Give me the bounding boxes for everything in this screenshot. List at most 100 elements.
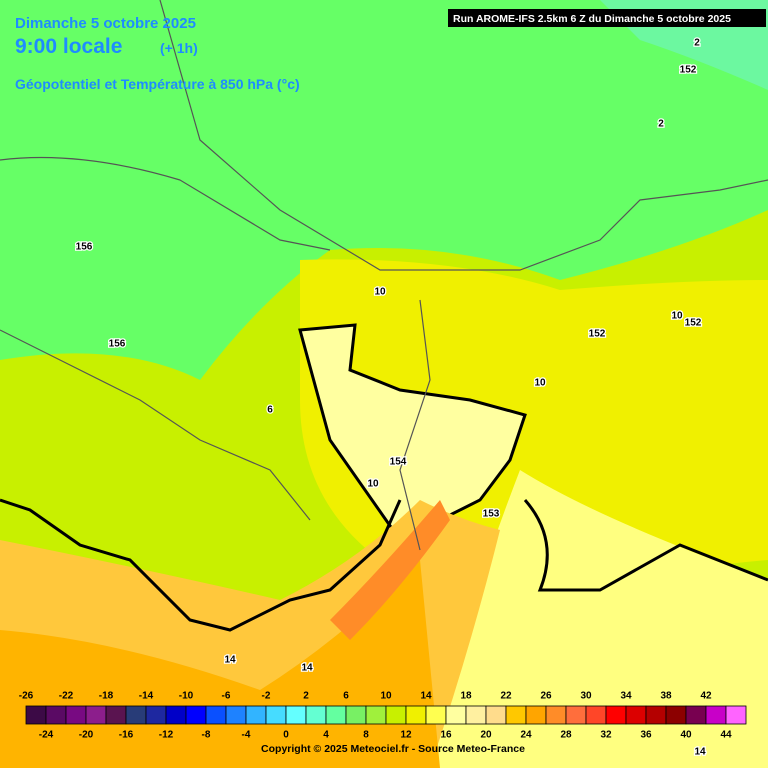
contour-label: 2 [658, 119, 664, 130]
contour-label: 14 [224, 655, 236, 666]
contour-label: 14 [301, 663, 313, 674]
legend-swatch [625, 705, 647, 725]
legend-tick-label: 8 [363, 730, 369, 741]
contour-label: 2 [694, 38, 700, 49]
legend-tick-label: 6 [343, 691, 349, 702]
run-box [448, 9, 766, 27]
contour-label: 10 [374, 287, 386, 298]
legend-swatch [405, 705, 427, 725]
legend-tick-label: -6 [222, 691, 231, 702]
hot-valley [330, 500, 450, 640]
copyright: Copyright © 2025 Meteociel.fr - Source M… [261, 743, 525, 755]
contour-label: 10 [534, 378, 546, 389]
legend-tick-label: 28 [560, 730, 572, 741]
legend-tick-label: -20 [79, 730, 94, 741]
legend-tick-label: 32 [600, 730, 612, 741]
legend-tick-label: 18 [460, 691, 472, 702]
header-subtitle: Géopotentiel et Température à 850 hPa (°… [15, 76, 300, 92]
legend-tick-label: -10 [179, 691, 194, 702]
legend-tick-label: 10 [380, 691, 392, 702]
legend-swatch [145, 705, 167, 725]
legend-swatch [225, 705, 247, 725]
legend-swatch [25, 705, 47, 725]
legend-tick-label: 38 [660, 691, 672, 702]
legend-swatch [685, 705, 707, 725]
legend-swatch [485, 705, 507, 725]
legend-tick-label: 12 [400, 730, 412, 741]
legend-tick-label: -8 [202, 730, 211, 741]
legend-swatch [85, 705, 107, 725]
legend-swatch [125, 705, 147, 725]
contour-label: 156 [76, 242, 93, 253]
legend-tick-label: -12 [159, 730, 174, 741]
legend-swatch [505, 705, 527, 725]
contour-label: 154 [390, 457, 407, 468]
legend-swatch [265, 705, 287, 725]
border [0, 0, 768, 551]
run-info: Run AROME-IFS 2.5km 6 Z du Dimanche 5 oc… [453, 13, 731, 25]
contour-label: 152 [685, 318, 702, 329]
legend-swatch [425, 705, 447, 725]
contour-label: 152 [680, 65, 697, 76]
legend-tick-label: -4 [242, 730, 251, 741]
legend-swatch [305, 705, 327, 725]
legend-tick-label: 2 [303, 691, 309, 702]
contour-label: 152 [589, 329, 606, 340]
legend-swatch [165, 705, 187, 725]
contour-label: 6 [267, 405, 273, 416]
legend-tick-label: 14 [420, 691, 432, 702]
contour-label: 14 [694, 747, 706, 758]
legend-tick-label: 30 [580, 691, 592, 702]
contour-label: 156 [109, 339, 126, 350]
header-offset: (+ 1h) [160, 40, 198, 56]
plateau-south [420, 470, 768, 768]
header-time: 9:00 locale [15, 35, 122, 58]
legend-swatch [725, 705, 747, 725]
legend-swatch [605, 705, 627, 725]
legend-tick-label: -18 [99, 691, 114, 702]
legend-tick-label: -14 [139, 691, 154, 702]
legend-tick-label: 34 [620, 691, 632, 702]
legend-swatch [345, 705, 367, 725]
legend-swatch [325, 705, 347, 725]
legend-swatch [205, 705, 227, 725]
legend-tick-label: 40 [680, 730, 692, 741]
legend-tick-label: 44 [720, 730, 732, 741]
legend-swatch [285, 705, 307, 725]
legend-swatch [365, 705, 387, 725]
legend-swatch [565, 705, 587, 725]
legend-swatch [385, 705, 407, 725]
legend-swatch [645, 705, 667, 725]
legend-swatch [665, 705, 687, 725]
legend-tick-label: 20 [480, 730, 492, 741]
legend-swatch [525, 705, 547, 725]
legend-tick-label: 36 [640, 730, 652, 741]
legend-tick-label: 24 [520, 730, 532, 741]
legend-tick-label: 22 [500, 691, 512, 702]
legend-tick-label: 4 [323, 730, 329, 741]
legend-tick-label: 26 [540, 691, 552, 702]
legend-swatch [445, 705, 467, 725]
header-date: Dimanche 5 octobre 2025 [15, 15, 196, 32]
isotherm [0, 498, 768, 632]
legend-swatch [465, 705, 487, 725]
contour-label: 10 [367, 479, 379, 490]
legend-swatch [585, 705, 607, 725]
legend-tick-label: -26 [19, 691, 34, 702]
legend-tick-label: 42 [700, 691, 712, 702]
color-legend: -26-24-22-20-18-16-14-12-10-8-6-4-202468… [19, 691, 747, 741]
legend-swatch [545, 705, 567, 725]
legend-tick-label: -22 [59, 691, 74, 702]
legend-swatch [705, 705, 727, 725]
legend-swatch [105, 705, 127, 725]
legend-tick-label: -24 [39, 730, 54, 741]
legend-tick-label: -2 [262, 691, 271, 702]
legend-swatch [45, 705, 67, 725]
contour-label: 153 [483, 509, 500, 520]
contour-label: 10 [671, 311, 683, 322]
legend-swatch [65, 705, 87, 725]
legend-swatch [185, 705, 207, 725]
legend-tick-label: -16 [119, 730, 134, 741]
legend-tick-label: 0 [283, 730, 289, 741]
